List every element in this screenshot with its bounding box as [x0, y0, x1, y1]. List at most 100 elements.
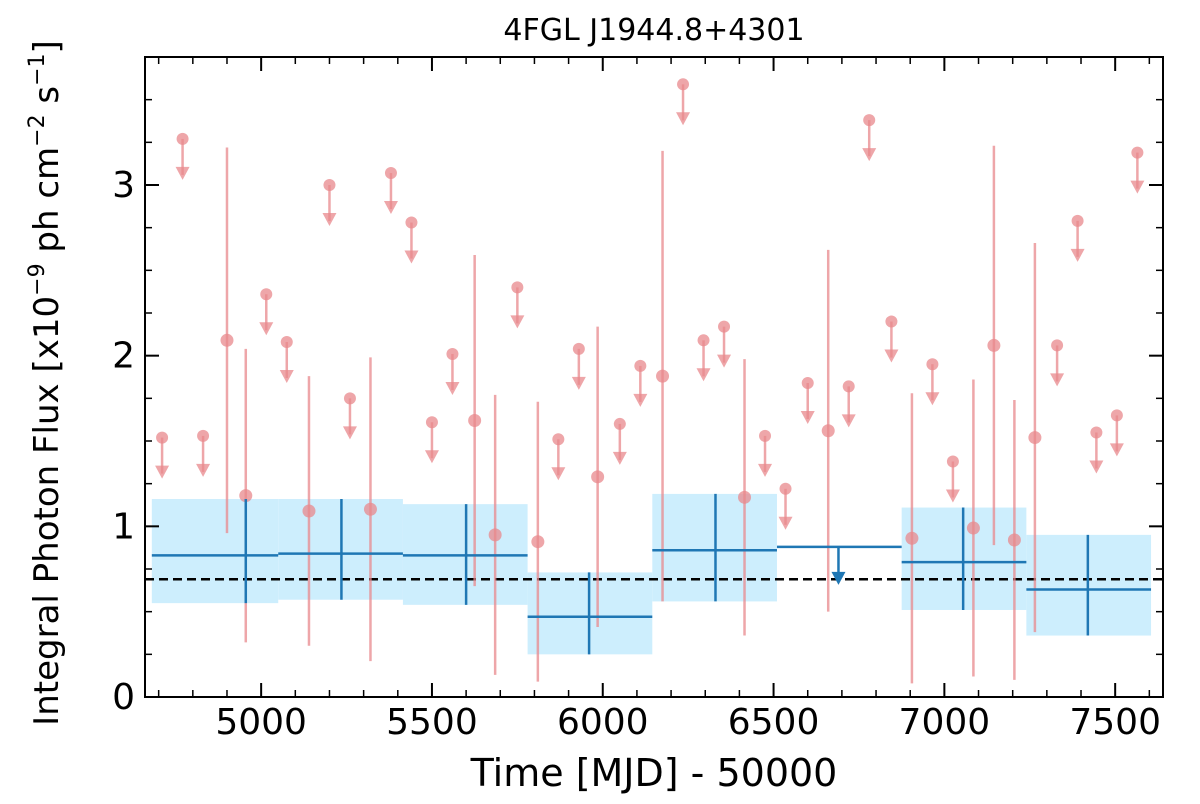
y-tick-label: 1: [112, 506, 135, 547]
upper-limit-point: [425, 416, 438, 429]
x-axis-label: Time [MJD] - 50000: [470, 751, 838, 795]
x-tick-label: 7500: [1069, 702, 1161, 743]
short-bin-point: [591, 470, 605, 484]
upper-limit-point: [1090, 426, 1103, 439]
upper-limit-arrow-head: [1070, 248, 1085, 262]
long-bin-band: [151, 499, 279, 604]
short-bin-point: [966, 521, 980, 535]
upper-limit-point: [323, 179, 336, 191]
upper-limit-point: [1071, 214, 1084, 227]
short-bin-point: [905, 531, 919, 545]
axes-layer: 5000 5500 6000 6500 7000 7500 0 1 2 3: [112, 56, 1164, 743]
upper-limit-arrow-head: [155, 465, 170, 479]
upper-limit-arrow-head: [758, 463, 773, 477]
upper-limit-point: [759, 429, 772, 442]
short-bin-point: [1007, 533, 1021, 547]
upper-limit-point: [697, 334, 710, 347]
upper-limit-point: [842, 380, 855, 393]
upper-limit-point: [446, 347, 459, 360]
long-bin-layer: [151, 493, 1152, 655]
upper-limit-point: [863, 114, 876, 127]
upper-limit-arrow-head: [196, 463, 211, 477]
upper-limit-point: [156, 431, 169, 444]
x-tick-label: 5500: [386, 702, 478, 743]
short-bin-point: [1028, 431, 1042, 445]
upper-limit-point: [677, 78, 690, 91]
y-axis-label-main: Integral Photon Flux [x10: [27, 296, 67, 726]
upper-limit-arrow-head: [424, 450, 439, 464]
upper-limit-arrow-head: [925, 392, 940, 406]
upper-limit-point: [613, 417, 626, 430]
upper-limit-point: [779, 482, 792, 495]
upper-limit-arrow-head: [884, 349, 899, 363]
short-bin-point: [239, 489, 253, 503]
upper-limit-arrow-head: [1050, 373, 1065, 387]
short-bin-point: [656, 369, 670, 383]
upper-limit-arrow-head: [259, 322, 274, 336]
y-axis-label-mid2: s: [27, 86, 67, 115]
upper-limit-arrow-head: [175, 166, 190, 180]
upper-limit-arrow-head: [612, 451, 627, 465]
upper-limit-arrow-head: [445, 381, 460, 395]
upper-limit-arrow-head: [571, 376, 586, 390]
upper-limit-arrow-head: [322, 213, 337, 226]
upper-limit-arrow-head: [717, 354, 732, 368]
upper-limit-arrow-head: [945, 489, 960, 503]
y-tick-label: 3: [112, 165, 135, 206]
upper-limit-point: [1110, 409, 1123, 422]
x-tick-label: 6500: [728, 702, 820, 743]
upper-limit-point: [946, 455, 959, 468]
y-axis-label-exp3: −1: [25, 53, 50, 85]
upper-limit-arrow-head: [1109, 443, 1124, 457]
long-bin-upper-limit-head: [831, 571, 846, 585]
upper-limit-arrow-head: [841, 414, 856, 428]
y-axis-label-exp: −9: [25, 263, 50, 295]
upper-limit-arrow-head: [862, 148, 877, 162]
upper-limit-point: [405, 216, 418, 229]
short-bin-point: [987, 338, 1001, 352]
upper-limit-point: [552, 433, 565, 446]
upper-limit-point: [634, 359, 647, 372]
upper-limit-point: [718, 320, 731, 333]
upper-limit-point: [1131, 146, 1144, 159]
short-bin-point: [302, 504, 316, 518]
upper-limit-point: [801, 376, 814, 389]
short-bin-point: [821, 424, 835, 438]
upper-limit-arrow-head: [696, 368, 711, 382]
y-axis-label-end: ]: [27, 40, 67, 53]
y-tick-label: 2: [112, 336, 135, 377]
upper-limit-arrow-head: [778, 516, 793, 530]
upper-limit-arrow-head: [404, 250, 419, 264]
upper-limit-arrow-head: [551, 467, 566, 481]
x-tick-label: 6000: [557, 702, 649, 743]
upper-limit-arrow-head: [800, 410, 815, 424]
upper-limit-arrow-head: [633, 393, 648, 407]
upper-limit-arrow-head: [676, 112, 691, 126]
y-axis-label: Integral Photon Flux [x10−9 ph cm−2 s−1]: [25, 40, 67, 726]
short-bin-point: [488, 528, 502, 542]
short-bin-point: [220, 333, 234, 347]
short-bin-point: [468, 414, 482, 428]
upper-limit-arrow-head: [279, 370, 294, 384]
x-tick-label: 5000: [215, 702, 307, 743]
short-bin-point: [738, 490, 752, 504]
upper-limit-point: [885, 315, 898, 328]
short-bin-point: [531, 535, 545, 549]
upper-limit-arrow-head: [1130, 180, 1145, 194]
y-axis-label-exp2: −2: [25, 114, 50, 146]
upper-limit-arrow-head: [383, 201, 398, 215]
upper-limit-point: [260, 288, 273, 301]
upper-limit-point: [572, 342, 585, 355]
upper-limit-point: [197, 429, 210, 442]
x-tick-label: 7000: [899, 702, 991, 743]
short-bin-point: [363, 502, 377, 516]
upper-limit-point: [1051, 339, 1064, 352]
upper-limit-point: [384, 167, 397, 180]
long-bin-bands: [151, 493, 1152, 655]
chart-title: 4FGL J1944.8+4301: [503, 13, 804, 48]
upper-limit-point: [176, 132, 189, 145]
upper-limit-point: [280, 336, 293, 349]
y-axis-label-mid: ph cm: [27, 147, 67, 264]
